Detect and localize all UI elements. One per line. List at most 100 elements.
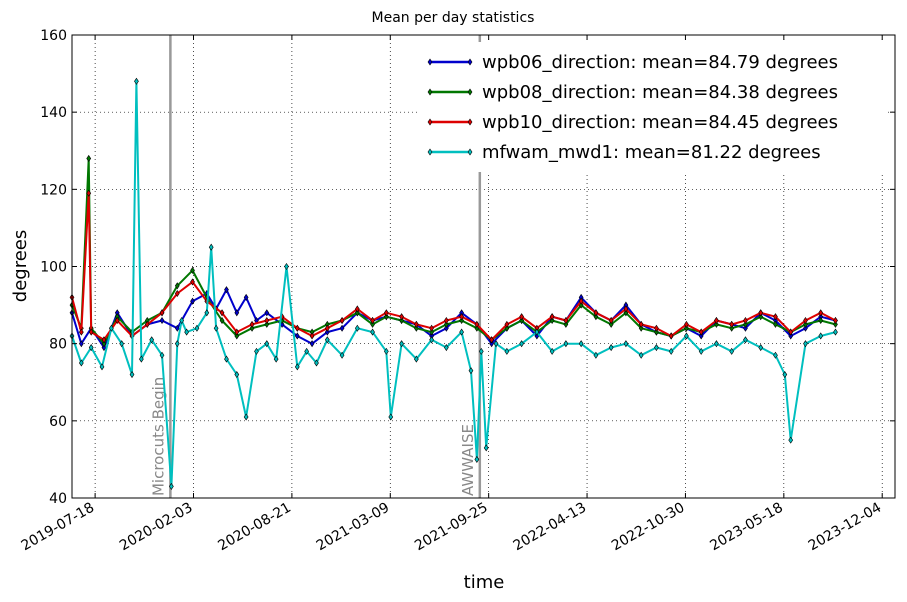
data-point	[833, 316, 838, 325]
data-point	[324, 324, 330, 332]
data-point	[758, 313, 764, 321]
data-point	[443, 320, 449, 328]
data-point	[623, 309, 629, 317]
data-point	[219, 309, 225, 317]
data-point	[114, 316, 120, 325]
data-point	[264, 316, 270, 325]
data-point	[243, 413, 249, 421]
data-point	[413, 355, 419, 363]
data-point	[383, 309, 389, 317]
legend-swatch-marker	[467, 148, 473, 156]
data-point	[729, 320, 735, 328]
data-point	[190, 266, 195, 274]
data-point	[309, 340, 315, 348]
chart-title: Mean per day statistics	[372, 10, 535, 26]
data-point	[399, 316, 404, 325]
data-point	[459, 328, 464, 336]
data-point	[208, 243, 214, 251]
data-point	[519, 340, 524, 348]
data-point	[803, 320, 808, 328]
data-point	[169, 482, 174, 490]
data-point	[519, 313, 524, 321]
series-4	[69, 77, 838, 490]
data-point	[788, 436, 794, 444]
legend-box	[418, 42, 888, 172]
data-point	[88, 328, 94, 336]
data-point	[234, 370, 240, 379]
data-point	[773, 320, 778, 328]
y-tick-label: 40	[49, 491, 67, 507]
data-point	[383, 347, 389, 355]
data-point	[174, 289, 180, 298]
data-point	[443, 343, 449, 352]
data-point	[354, 309, 360, 317]
data-point	[578, 340, 584, 348]
legend-label: wpb06_direction: mean=84.79 degrees	[482, 52, 838, 73]
data-point	[782, 370, 788, 379]
data-point	[234, 332, 240, 340]
data-point	[698, 332, 704, 340]
data-point	[354, 305, 360, 313]
data-point	[294, 324, 300, 332]
data-point	[654, 328, 659, 336]
data-point	[78, 340, 84, 348]
data-point	[179, 316, 185, 325]
data-point	[101, 336, 107, 344]
data-point	[818, 316, 824, 325]
data-point	[489, 336, 494, 344]
data-point	[474, 320, 480, 328]
data-point	[184, 328, 189, 336]
data-point	[190, 297, 195, 305]
data-point	[788, 328, 794, 336]
data-point	[443, 316, 449, 325]
y-axis-title: degrees	[10, 230, 31, 302]
data-point	[443, 324, 449, 332]
data-point	[818, 309, 824, 317]
data-point	[729, 347, 735, 355]
data-point	[429, 324, 434, 332]
data-point	[593, 313, 599, 321]
data-point	[174, 340, 180, 348]
data-point	[474, 324, 480, 332]
data-point	[309, 332, 315, 340]
data-point	[534, 328, 540, 336]
data-point	[563, 320, 569, 328]
data-point	[743, 316, 748, 325]
data-point	[149, 336, 155, 344]
y-tick-label: 160	[40, 28, 67, 44]
data-point	[273, 355, 279, 363]
data-point	[224, 286, 229, 294]
data-point	[370, 316, 375, 325]
data-point	[668, 332, 674, 340]
legend-item: mfwam_mwd1: mean=81.22 degrees	[427, 142, 821, 163]
data-point	[684, 332, 689, 340]
data-point	[204, 309, 210, 317]
data-point	[88, 343, 94, 352]
vertical-marker-label: AWWAISE	[459, 424, 477, 496]
data-point	[254, 347, 259, 355]
data-point	[314, 359, 319, 367]
data-point	[833, 320, 838, 328]
data-point	[468, 367, 474, 375]
series-line	[71, 192, 836, 341]
data-point	[294, 332, 300, 340]
data-point	[578, 297, 584, 305]
legend-swatch-marker	[427, 118, 433, 126]
series-layer	[69, 77, 838, 490]
data-point	[86, 189, 92, 197]
data-point	[144, 320, 150, 328]
data-point	[264, 320, 270, 328]
data-point	[743, 336, 748, 344]
legend-item: wpb06_direction: mean=84.79 degrees	[427, 52, 838, 73]
data-point	[504, 347, 510, 355]
data-point	[399, 340, 404, 348]
data-point	[194, 324, 200, 332]
data-point	[668, 347, 674, 355]
legend: wpb06_direction: mean=84.79 degrees wpb08…	[418, 42, 888, 172]
data-point	[489, 340, 494, 348]
data-point	[478, 347, 484, 355]
data-point	[234, 309, 240, 317]
data-point	[758, 343, 764, 352]
data-point	[304, 347, 310, 355]
data-point	[563, 340, 569, 348]
